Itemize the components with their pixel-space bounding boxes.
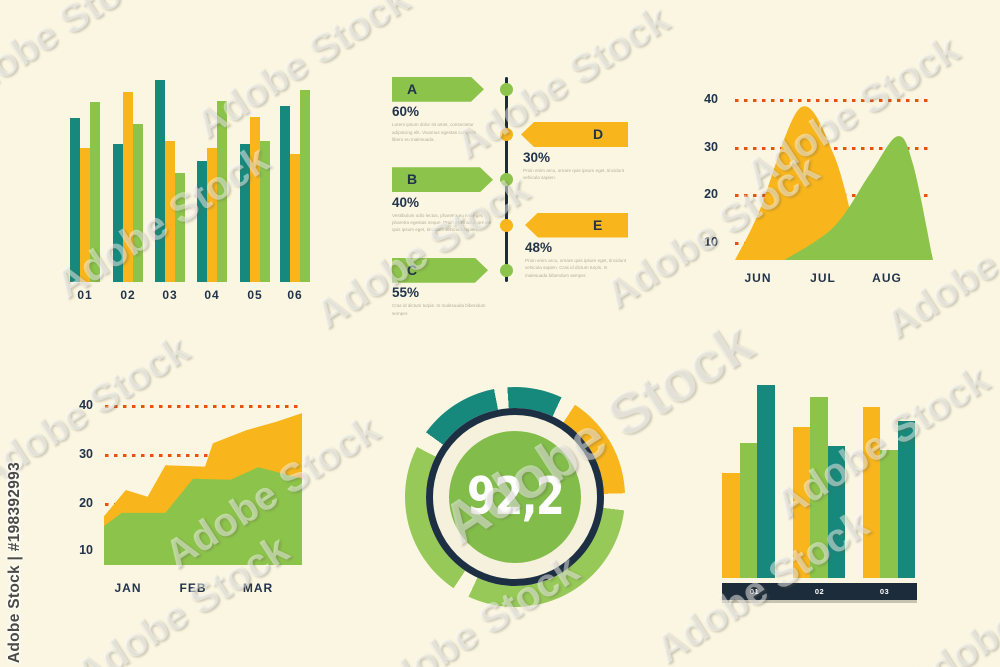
bar-green-01 bbox=[90, 102, 100, 282]
timeline-percent-E: 48% bbox=[525, 240, 553, 256]
bar-yellow-06 bbox=[290, 154, 300, 282]
y-tick-10: 10 bbox=[79, 543, 93, 557]
bar-yellow-01 bbox=[722, 473, 740, 578]
bar-yellow-04 bbox=[207, 148, 217, 282]
timeline-letter-D: D bbox=[593, 126, 604, 143]
timeline-diagram: A 60% Lorem ipsum dolor sit amet, consecte… bbox=[388, 74, 640, 316]
bar-teal-01 bbox=[757, 385, 775, 578]
timeline-letter-B: B bbox=[407, 171, 418, 188]
bar-yellow-02 bbox=[123, 92, 133, 282]
x-label-03: 03 bbox=[162, 288, 178, 302]
x-label-02: 02 bbox=[120, 288, 136, 302]
area-chart-jun-aug: 40 30 20 10 JUN JUL AUG bbox=[700, 85, 945, 295]
stacked-area-chart-jan-mar: 40 30 20 10 JAN FEB MAR bbox=[60, 395, 310, 605]
bar-yellow-03 bbox=[165, 141, 175, 282]
y-tick-30: 30 bbox=[704, 140, 718, 154]
bar-teal-03 bbox=[897, 421, 915, 578]
footer-label-03: 03 bbox=[879, 587, 890, 596]
y-tick-40: 40 bbox=[704, 92, 718, 106]
footer-axis-bar: 01 02 03 bbox=[722, 583, 917, 600]
y-tick-20: 20 bbox=[704, 187, 718, 201]
bar-teal-06 bbox=[280, 106, 290, 282]
timeline-arrow-E bbox=[525, 212, 628, 238]
x-label-JUN: JUN bbox=[744, 271, 772, 285]
bar-green-03 bbox=[880, 450, 898, 578]
y-tick-20: 20 bbox=[79, 496, 93, 510]
bar-green-02 bbox=[133, 124, 143, 282]
gridline-30 bbox=[735, 147, 933, 150]
footer-label-02: 02 bbox=[814, 587, 825, 596]
stock-id-watermark: Adobe Stock | #198392993 bbox=[6, 461, 23, 663]
timeline-percent-D: 30% bbox=[523, 149, 551, 165]
timeline-arrow-A bbox=[392, 77, 484, 102]
timeline-desc-C: Cras id dictum turpis. In malesuada bibe… bbox=[392, 303, 486, 316]
x-label-AUG: AUG bbox=[872, 271, 902, 285]
bar-green-04 bbox=[217, 101, 227, 282]
timeline-percent-C: 55% bbox=[392, 285, 420, 301]
bar-teal-02 bbox=[827, 446, 845, 578]
bar-green-01 bbox=[739, 443, 757, 578]
gauge-value: 92,2 bbox=[466, 467, 565, 527]
bar-yellow-05 bbox=[250, 117, 260, 282]
timeline-percent-A: 60% bbox=[392, 104, 420, 120]
footer-label-01: 01 bbox=[749, 587, 760, 596]
bar-green-03 bbox=[175, 173, 185, 282]
timeline-percent-B: 40% bbox=[392, 194, 420, 210]
timeline-dot-B bbox=[499, 173, 513, 187]
grouped-bar-chart-bottom-right: 01 02 03 bbox=[715, 380, 935, 610]
timeline-letter-A: A bbox=[407, 80, 418, 97]
timeline-letter-C: C bbox=[407, 261, 418, 278]
bar-green-06 bbox=[300, 90, 310, 282]
donut-gauge: 92,2 bbox=[405, 387, 625, 607]
timeline-dot-C bbox=[499, 263, 513, 277]
bar-teal-02 bbox=[113, 144, 123, 282]
timeline-letter-E: E bbox=[593, 216, 603, 233]
bar-yellow-02 bbox=[792, 427, 810, 578]
timeline-dot-E bbox=[499, 218, 513, 232]
grouped-bar-chart-top-left: 01 02 03 04 05 06 bbox=[60, 78, 322, 308]
y-tick-40: 40 bbox=[79, 398, 93, 412]
gridline-40 bbox=[735, 99, 933, 102]
gauge-center-circle: 92,2 bbox=[449, 431, 581, 563]
bar-green-05 bbox=[260, 141, 270, 282]
bar-teal-04 bbox=[197, 161, 207, 282]
bar-yellow-03 bbox=[862, 407, 880, 578]
stacked-area bbox=[104, 413, 302, 565]
bar-teal-01 bbox=[70, 118, 80, 282]
timeline-desc-B: Vestibulum odio lectus, pharetra eu nisi… bbox=[392, 212, 492, 233]
x-label-MAR: MAR bbox=[242, 581, 274, 595]
area-curves bbox=[735, 106, 933, 260]
x-label-04: 04 bbox=[204, 288, 220, 302]
area-series-green bbox=[784, 136, 933, 260]
bar-green-02 bbox=[810, 397, 828, 578]
y-tick-30: 30 bbox=[79, 447, 93, 461]
gridline-40 bbox=[105, 405, 303, 408]
x-label-FEB: FEB bbox=[179, 581, 207, 595]
timeline-desc-D: Proin enim arcu, ornare quis ipsum eget,… bbox=[523, 167, 625, 180]
y-tick-10: 10 bbox=[704, 235, 718, 249]
bar-yellow-01 bbox=[80, 148, 90, 282]
area-series-yellow bbox=[735, 106, 866, 260]
timeline-arrow-B bbox=[392, 167, 493, 192]
timeline-arrow-D bbox=[521, 122, 628, 148]
timeline-arrow-C bbox=[392, 258, 488, 283]
timeline-dot-A bbox=[499, 82, 513, 96]
timeline-dot-D bbox=[499, 128, 513, 142]
bar-teal-05 bbox=[240, 144, 250, 282]
x-label-06: 06 bbox=[287, 288, 303, 302]
timeline-desc-E: Proin enim arcu, ornare quis ipsum eget,… bbox=[525, 258, 627, 278]
gridline-30 bbox=[105, 454, 303, 457]
x-label-01: 01 bbox=[77, 288, 93, 302]
x-label-JAN: JAN bbox=[114, 581, 142, 595]
bar-teal-03 bbox=[155, 80, 165, 282]
x-label-05: 05 bbox=[247, 288, 263, 302]
x-label-JUL: JUL bbox=[810, 271, 836, 285]
timeline-desc-A: Lorem ipsum dolor sit amet, consectetur … bbox=[392, 122, 476, 142]
area-series-green bbox=[104, 467, 302, 565]
